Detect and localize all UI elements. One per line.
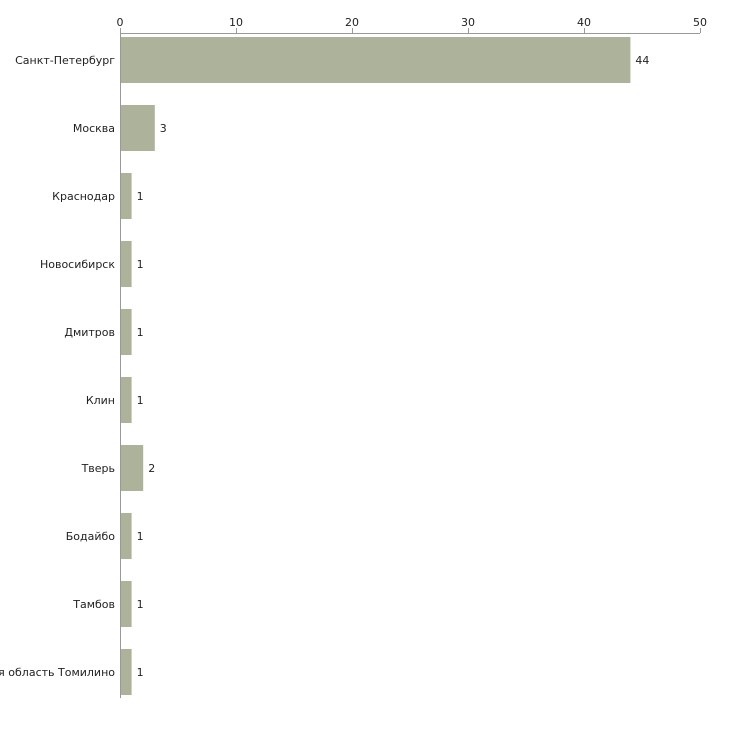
x-tick-label: 30 [461, 16, 475, 29]
data-label: 3 [160, 122, 167, 135]
category-label: Тверь [81, 462, 115, 475]
category-label: Клин [86, 394, 115, 407]
x-tick-label: 20 [345, 16, 359, 29]
x-tick-label: 10 [229, 16, 243, 29]
category-label: Тамбов [72, 598, 115, 611]
data-label: 1 [137, 326, 144, 339]
category-label: Дмитров [64, 326, 115, 339]
bar [121, 105, 155, 151]
category-label: Санкт-Петербург [15, 54, 115, 67]
value-labels: 44 3 1 1 1 1 2 1 1 1 [137, 54, 650, 679]
data-label: 1 [137, 530, 144, 543]
data-label: 1 [137, 598, 144, 611]
bar [121, 37, 631, 83]
x-tick-label: 0 [117, 16, 124, 29]
bar [121, 513, 132, 559]
x-axis-ticks: 0 10 20 30 40 50 [117, 16, 707, 33]
bar [121, 445, 144, 491]
category-labels: Санкт-Петербург Москва Краснодар Новосибирс… [0, 54, 115, 679]
bars-group [121, 37, 631, 695]
category-label: Московская область Томилино [0, 666, 115, 679]
data-label: 1 [137, 190, 144, 203]
category-label: Москва [73, 122, 115, 135]
category-label: Краснодар [52, 190, 115, 203]
bar [121, 173, 132, 219]
bar [121, 649, 132, 695]
bar [121, 377, 132, 423]
data-label: 2 [148, 462, 155, 475]
category-label: Новосибирск [40, 258, 115, 271]
category-label: Бодайбо [66, 530, 116, 543]
x-tick-label: 40 [577, 16, 591, 29]
x-tick-label: 50 [693, 16, 707, 29]
bar [121, 241, 132, 287]
data-label: 1 [137, 666, 144, 679]
data-label: 44 [635, 54, 649, 67]
bar [121, 581, 132, 627]
data-label: 1 [137, 394, 144, 407]
data-label: 1 [137, 258, 144, 271]
bar [121, 309, 132, 355]
